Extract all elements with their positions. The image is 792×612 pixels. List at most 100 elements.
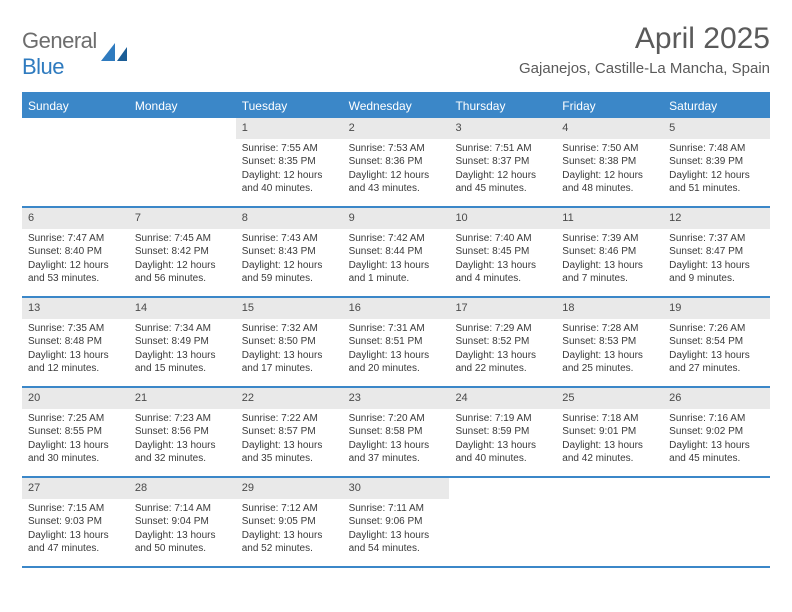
day-body: Sunrise: 7:25 AMSunset: 8:55 PMDaylight:… — [22, 409, 129, 472]
daylight-line: Daylight: 13 hours and 17 minutes. — [242, 349, 337, 376]
sunrise-line: Sunrise: 7:23 AM — [135, 412, 230, 426]
daylight-line: Daylight: 13 hours and 12 minutes. — [28, 349, 123, 376]
day-cell: 23Sunrise: 7:20 AMSunset: 8:58 PMDayligh… — [343, 388, 450, 476]
dow-cell: Sunday — [22, 94, 129, 118]
day-number: 1 — [236, 118, 343, 139]
day-number: 29 — [236, 478, 343, 499]
sunrise-line: Sunrise: 7:20 AM — [349, 412, 444, 426]
sunrise-line: Sunrise: 7:15 AM — [28, 502, 123, 516]
day-cell: 16Sunrise: 7:31 AMSunset: 8:51 PMDayligh… — [343, 298, 450, 386]
sunset-line: Sunset: 8:47 PM — [669, 245, 764, 259]
sunset-line: Sunset: 8:38 PM — [562, 155, 657, 169]
sunset-line: Sunset: 8:46 PM — [562, 245, 657, 259]
day-number: 10 — [449, 208, 556, 229]
day-body: Sunrise: 7:31 AMSunset: 8:51 PMDaylight:… — [343, 319, 450, 382]
sunrise-line: Sunrise: 7:25 AM — [28, 412, 123, 426]
daylight-line: Daylight: 12 hours and 48 minutes. — [562, 169, 657, 196]
week-row: 27 Sunrise: 7:15 AMSunset: 9:03 PM Dayligh… — [22, 478, 770, 568]
day-cell: 17Sunrise: 7:29 AMSunset: 8:52 PMDayligh… — [449, 298, 556, 386]
day-number: 27 — [22, 478, 129, 499]
day-cell: 12Sunrise: 7:37 AMSunset: 8:47 PMDayligh… — [663, 208, 770, 296]
day-cell: 21Sunrise: 7:23 AMSunset: 8:56 PMDayligh… — [129, 388, 236, 476]
calendar: SundayMondayTuesdayWednesdayThursdayFrid… — [22, 92, 770, 568]
day-number: 14 — [129, 298, 236, 319]
sunrise-line: Sunrise: 7:51 AM — [455, 142, 550, 156]
sunrise-line: Sunrise: 7:53 AM — [349, 142, 444, 156]
sunrise-line: Sunrise: 7:45 AM — [135, 232, 230, 246]
daylight-line: Daylight: 12 hours and 43 minutes. — [349, 169, 444, 196]
daylight-line: Daylight: 12 hours and 59 minutes. — [242, 259, 337, 286]
daylight-line: Daylight: 12 hours and 45 minutes. — [455, 169, 550, 196]
day-number: 25 — [556, 388, 663, 409]
day-number: 21 — [129, 388, 236, 409]
day-number: 12 — [663, 208, 770, 229]
day-body: Sunrise: 7:47 AMSunset: 8:40 PMDaylight:… — [22, 229, 129, 292]
sunset-line: Sunset: 9:06 PM — [349, 515, 444, 529]
sunrise-line: Sunrise: 7:55 AM — [242, 142, 337, 156]
day-cell: 8Sunrise: 7:43 AMSunset: 8:43 PMDaylight… — [236, 208, 343, 296]
daylight-line: Daylight: 13 hours and 22 minutes. — [455, 349, 550, 376]
day-number: 2 — [343, 118, 450, 139]
daylight-line: Daylight: 13 hours and 50 minutes. — [135, 529, 230, 556]
day-cell: 18Sunrise: 7:28 AMSunset: 8:53 PMDayligh… — [556, 298, 663, 386]
day-cell: 4Sunrise: 7:50 AMSunset: 8:38 PMDaylight… — [556, 118, 663, 206]
day-number: 11 — [556, 208, 663, 229]
day-cell: 11Sunrise: 7:39 AMSunset: 8:46 PMDayligh… — [556, 208, 663, 296]
daylight-line: Daylight: 13 hours and 32 minutes. — [135, 439, 230, 466]
day-cell: 1Sunrise: 7:55 AMSunset: 8:35 PMDaylight… — [236, 118, 343, 206]
day-body: Sunrise: 7:23 AMSunset: 8:56 PMDaylight:… — [129, 409, 236, 472]
sunset-line: Sunset: 8:43 PM — [242, 245, 337, 259]
day-body: Sunrise: 7:11 AMSunset: 9:06 PMDaylight:… — [343, 499, 450, 562]
day-body: Sunrise: 7:18 AMSunset: 9:01 PMDaylight:… — [556, 409, 663, 472]
day-body: Sunrise: 7:32 AMSunset: 8:50 PMDaylight:… — [236, 319, 343, 382]
daylight-line: Daylight: 13 hours and 54 minutes. — [349, 529, 444, 556]
dow-cell: Friday — [556, 94, 663, 118]
logo-text-general: General — [22, 28, 97, 53]
day-number: 19 — [663, 298, 770, 319]
day-cell: 2Sunrise: 7:53 AMSunset: 8:36 PMDaylight… — [343, 118, 450, 206]
day-cell: . — [22, 118, 129, 206]
daylight-line: Daylight: 13 hours and 7 minutes. — [562, 259, 657, 286]
day-body: Sunrise: 7:16 AMSunset: 9:02 PMDaylight:… — [663, 409, 770, 472]
sunset-line: Sunset: 8:36 PM — [349, 155, 444, 169]
daylight-line: Daylight: 13 hours and 35 minutes. — [242, 439, 337, 466]
day-number: 26 — [663, 388, 770, 409]
day-cell: 7Sunrise: 7:45 AMSunset: 8:42 PMDaylight… — [129, 208, 236, 296]
daylight-line: Daylight: 12 hours and 53 minutes. — [28, 259, 123, 286]
day-body: Sunrise: 7:39 AMSunset: 8:46 PMDaylight:… — [556, 229, 663, 292]
daylight-line: Daylight: 13 hours and 52 minutes. — [242, 529, 337, 556]
sunset-line: Sunset: 9:04 PM — [135, 515, 230, 529]
day-body: Sunrise: 7:37 AMSunset: 8:47 PMDaylight:… — [663, 229, 770, 292]
daylight-line: Daylight: 13 hours and 4 minutes. — [455, 259, 550, 286]
sunset-line: Sunset: 8:54 PM — [669, 335, 764, 349]
week-row: 6Sunrise: 7:47 AMSunset: 8:40 PMDaylight… — [22, 208, 770, 298]
sunrise-line: Sunrise: 7:43 AM — [242, 232, 337, 246]
day-cell: 22Sunrise: 7:22 AMSunset: 8:57 PMDayligh… — [236, 388, 343, 476]
daylight-line: Daylight: 12 hours and 56 minutes. — [135, 259, 230, 286]
day-number: 9 — [343, 208, 450, 229]
day-number: 17 — [449, 298, 556, 319]
sunrise-line: Sunrise: 7:11 AM — [349, 502, 444, 516]
daylight-line: Daylight: 13 hours and 42 minutes. — [562, 439, 657, 466]
sunset-line: Sunset: 8:49 PM — [135, 335, 230, 349]
page: General Blue April 2025 Gajanejos, Casti… — [0, 0, 792, 568]
day-number: 22 — [236, 388, 343, 409]
dow-row: SundayMondayTuesdayWednesdayThursdayFrid… — [22, 94, 770, 118]
day-cell: 20Sunrise: 7:25 AMSunset: 8:55 PMDayligh… — [22, 388, 129, 476]
logo-sail-icon — [101, 43, 127, 61]
day-number: 7 — [129, 208, 236, 229]
sunset-line: Sunset: 8:48 PM — [28, 335, 123, 349]
day-number: 30 — [343, 478, 450, 499]
day-body: Sunrise: 7:53 AMSunset: 8:36 PMDaylight:… — [343, 139, 450, 202]
day-body: Sunrise: 7:35 AMSunset: 8:48 PMDaylight:… — [22, 319, 129, 382]
logo: General Blue — [22, 22, 127, 80]
sunrise-line: Sunrise: 7:28 AM — [562, 322, 657, 336]
day-cell: 5Sunrise: 7:48 AMSunset: 8:39 PMDaylight… — [663, 118, 770, 206]
day-cell: . — [129, 118, 236, 206]
sunset-line: Sunset: 9:03 PM — [28, 515, 123, 529]
weeks-container: ..1Sunrise: 7:55 AMSunset: 8:35 PMDaylig… — [22, 118, 770, 568]
sunrise-line: Sunrise: 7:47 AM — [28, 232, 123, 246]
sunrise-line: Sunrise: 7:31 AM — [349, 322, 444, 336]
sunset-line: Sunset: 8:59 PM — [455, 425, 550, 439]
day-number: 13 — [22, 298, 129, 319]
